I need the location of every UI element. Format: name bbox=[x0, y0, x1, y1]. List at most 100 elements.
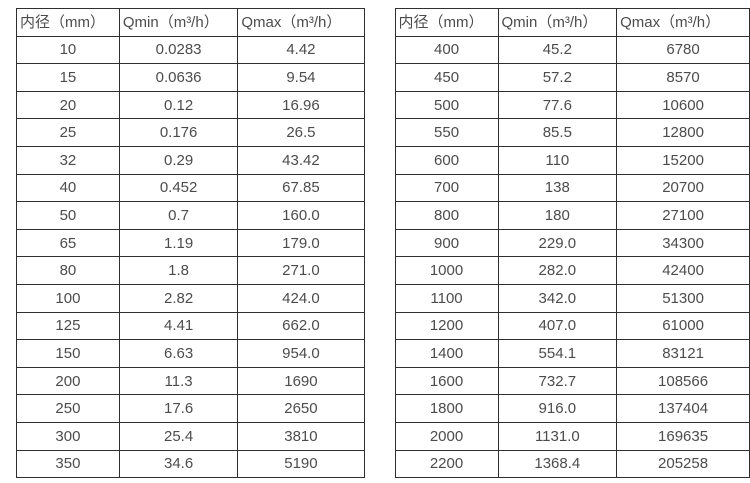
table-cell: 0.0636 bbox=[118, 63, 239, 92]
table-cell: 342.0 bbox=[497, 283, 618, 313]
table-body: 400 45.2 6780 450 57.2 8570 500 77.6 10600 550 85.… bbox=[394, 35, 750, 479]
table-cell: 1800 bbox=[394, 394, 499, 423]
table-cell: 407.0 bbox=[497, 311, 618, 341]
table-cell: 916.0 bbox=[497, 394, 618, 423]
table-cell: 42400 bbox=[616, 256, 750, 285]
table-cell: 0.7 bbox=[118, 201, 239, 230]
table-cell: 9.54 bbox=[237, 63, 365, 92]
table-row: 200 11.3 1690 bbox=[16, 366, 365, 396]
table-row: 1800 916.0 137404 bbox=[394, 394, 750, 423]
table-cell: 1000 bbox=[394, 256, 499, 285]
table-cell: 80 bbox=[16, 256, 120, 285]
table-cell: 732.7 bbox=[497, 366, 618, 396]
table-cell: 1400 bbox=[394, 339, 499, 368]
table-cell: 12800 bbox=[616, 118, 750, 147]
table-cell: 1600 bbox=[394, 366, 499, 396]
table-cell: 83121 bbox=[616, 339, 750, 368]
table-header: 内径（mm） Qmin（m³/h） Qmax（m³/h） bbox=[394, 8, 750, 37]
table-cell: 1100 bbox=[394, 283, 499, 313]
table-row: 1600 732.7 108566 bbox=[394, 366, 750, 396]
table-cell: 50 bbox=[16, 201, 120, 230]
table-cell: 1200 bbox=[394, 311, 499, 341]
table-cell: 1131.0 bbox=[497, 421, 618, 451]
table-cell: 61000 bbox=[616, 311, 750, 341]
table-cell: 205258 bbox=[616, 449, 750, 479]
table-cell: 250 bbox=[16, 394, 120, 423]
table-row: 20 0.12 16.96 bbox=[16, 90, 365, 120]
table-cell: 1690 bbox=[237, 366, 365, 396]
table-row: 250 17.6 2650 bbox=[16, 394, 365, 423]
table-cell: 125 bbox=[16, 311, 120, 341]
table-cell: 40 bbox=[16, 173, 120, 203]
table-row: 15 0.0636 9.54 bbox=[16, 63, 365, 92]
table-row: 65 1.19 179.0 bbox=[16, 228, 365, 258]
table-cell: 32 bbox=[16, 145, 120, 175]
table-cell: 0.29 bbox=[118, 145, 239, 175]
table-row: 400 45.2 6780 bbox=[394, 35, 750, 65]
table-row: 800 180 27100 bbox=[394, 201, 750, 230]
table-cell: 282.0 bbox=[497, 256, 618, 285]
header-qmax: Qmax（m³/h） bbox=[616, 8, 750, 37]
table-cell: 110 bbox=[497, 145, 618, 175]
header-row: 内径（mm） Qmin（m³/h） Qmax（m³/h） bbox=[394, 8, 750, 37]
table-cell: 8570 bbox=[616, 63, 750, 92]
header-row: 内径（mm） Qmin（m³/h） Qmax（m³/h） bbox=[16, 8, 365, 37]
table-cell: 271.0 bbox=[237, 256, 365, 285]
table-row: 125 4.41 662.0 bbox=[16, 311, 365, 341]
flow-rate-table-large-diameters: 内径（mm） Qmin（m³/h） Qmax（m³/h） 400 45.2 6780… bbox=[394, 8, 750, 479]
table-cell: 954.0 bbox=[237, 339, 365, 368]
table-row: 1400 554.1 83121 bbox=[394, 339, 750, 368]
table-cell: 1368.4 bbox=[497, 449, 618, 479]
table-cell: 500 bbox=[394, 90, 499, 120]
table-cell: 20 bbox=[16, 90, 120, 120]
table-cell: 108566 bbox=[616, 366, 750, 396]
table-row: 550 85.5 12800 bbox=[394, 118, 750, 147]
table-cell: 2650 bbox=[237, 394, 365, 423]
table-cell: 17.6 bbox=[118, 394, 239, 423]
table-cell: 0.176 bbox=[118, 118, 239, 147]
table-cell: 20700 bbox=[616, 173, 750, 203]
table-row: 450 57.2 8570 bbox=[394, 63, 750, 92]
table-cell: 57.2 bbox=[497, 63, 618, 92]
table-cell: 450 bbox=[394, 63, 499, 92]
table-cell: 138 bbox=[497, 173, 618, 203]
table-cell: 700 bbox=[394, 173, 499, 203]
table-row: 600 110 15200 bbox=[394, 145, 750, 175]
table-row: 1000 282.0 42400 bbox=[394, 256, 750, 285]
table-row: 1200 407.0 61000 bbox=[394, 311, 750, 341]
table-cell: 51300 bbox=[616, 283, 750, 313]
table-cell: 550 bbox=[394, 118, 499, 147]
table-row: 80 1.8 271.0 bbox=[16, 256, 365, 285]
table-cell: 25.4 bbox=[118, 421, 239, 451]
table-cell: 180 bbox=[497, 201, 618, 230]
table-cell: 2200 bbox=[394, 449, 499, 479]
table-cell: 16.96 bbox=[237, 90, 365, 120]
table-cell: 3810 bbox=[237, 421, 365, 451]
flow-rate-table-small-diameters: 内径（mm） Qmin（m³/h） Qmax（m³/h） 10 0.0283 4.4… bbox=[16, 8, 365, 479]
table-cell: 200 bbox=[16, 366, 120, 396]
table-cell: 0.452 bbox=[118, 173, 239, 203]
table-cell: 45.2 bbox=[497, 35, 618, 65]
header-inner-diameter: 内径（mm） bbox=[16, 8, 120, 37]
table-cell: 34.6 bbox=[118, 449, 239, 479]
table-row: 2000 1131.0 169635 bbox=[394, 421, 750, 451]
table-cell: 179.0 bbox=[237, 228, 365, 258]
table-cell: 300 bbox=[16, 421, 120, 451]
table-cell: 1.19 bbox=[118, 228, 239, 258]
table-row: 350 34.6 5190 bbox=[16, 449, 365, 479]
table-cell: 25 bbox=[16, 118, 120, 147]
header-qmin: Qmin（m³/h） bbox=[497, 8, 618, 37]
table-row: 10 0.0283 4.42 bbox=[16, 35, 365, 65]
table-row: 2200 1368.4 205258 bbox=[394, 449, 750, 479]
table-cell: 5190 bbox=[237, 449, 365, 479]
table-row: 700 138 20700 bbox=[394, 173, 750, 203]
table-cell: 229.0 bbox=[497, 228, 618, 258]
table-cell: 65 bbox=[16, 228, 120, 258]
table-cell: 4.41 bbox=[118, 311, 239, 341]
table-row: 150 6.63 954.0 bbox=[16, 339, 365, 368]
table-cell: 67.85 bbox=[237, 173, 365, 203]
table-cell: 600 bbox=[394, 145, 499, 175]
table-row: 100 2.82 424.0 bbox=[16, 283, 365, 313]
table-row: 25 0.176 26.5 bbox=[16, 118, 365, 147]
table-cell: 11.3 bbox=[118, 366, 239, 396]
